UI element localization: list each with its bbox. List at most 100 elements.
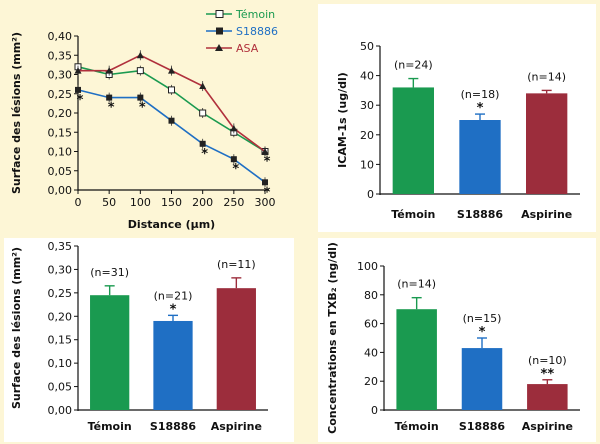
x-tick-label: 50	[102, 196, 116, 209]
line-chart: 0,00 0,05 0,10 0,15 0,20 0,25 0,30 0,35 0,40 0 50 1…	[10, 8, 278, 231]
y-tick-label: 0,30	[48, 263, 73, 276]
data-point	[230, 156, 237, 163]
bar-2	[216, 288, 256, 410]
x-tick-label: 200	[192, 196, 213, 209]
y-tick-label: 0	[371, 404, 378, 417]
y-tick-label: 60	[364, 318, 378, 331]
y-tick-label: 0,25	[48, 88, 73, 101]
bar-0	[396, 309, 437, 410]
x-tick-label: 300	[255, 196, 276, 209]
data-point	[74, 67, 82, 74]
significance-star: *	[201, 147, 208, 162]
data-point	[168, 67, 175, 74]
n-label: (n=11)	[217, 258, 256, 271]
bar-2	[527, 384, 568, 410]
category-label-1: S18886	[459, 420, 506, 433]
significance-star: *	[264, 155, 271, 170]
y-tick-label: 0,40	[48, 30, 73, 43]
n-label: (n=14)	[527, 70, 566, 83]
y-tick-label: 100	[357, 260, 378, 273]
significance-star: *	[477, 101, 484, 116]
y-tick-label: 80	[364, 289, 378, 302]
y-tick-label: 0,05	[48, 165, 73, 178]
y-tick-label: 20	[364, 375, 378, 388]
data-point	[106, 94, 113, 101]
legend-label-1: S18886	[236, 25, 278, 38]
panel-tl	[4, 4, 294, 232]
data-point	[199, 140, 206, 147]
bar-0	[392, 87, 434, 194]
data-point	[137, 94, 144, 101]
significance-star: *	[139, 101, 146, 116]
significance-star: *	[232, 162, 239, 177]
data-point	[261, 148, 269, 155]
y-tick-label: 0,20	[48, 107, 73, 120]
n-label: (n=15)	[463, 312, 502, 325]
legend-marker	[216, 27, 223, 35]
category-label-0: Témoin	[395, 420, 439, 433]
category-label-0: Témoin	[391, 208, 435, 221]
data-point	[199, 109, 207, 117]
bar-1	[461, 348, 503, 410]
y-tick-label: 30	[360, 99, 374, 112]
y-axis-label: ICAM-1s (ug/dl)	[336, 72, 349, 168]
bar-0	[90, 295, 130, 410]
y-tick-label: 40	[360, 70, 374, 83]
bar-1	[153, 320, 193, 410]
y-tick-label: 0,10	[48, 357, 73, 370]
n-label: (n=21)	[154, 289, 193, 302]
n-label: (n=10)	[528, 354, 567, 367]
y-tick-label: 20	[360, 129, 374, 142]
lesion-bar-chart: 0,00 0,05 0,10 0,15 0,20 0,25 0,30 0,35 Surface …	[10, 240, 268, 433]
y-tick-label: 10	[360, 158, 374, 171]
y-tick-label: 0,30	[48, 69, 73, 82]
legend-label-2: ASA	[236, 42, 259, 55]
significance-star: *	[108, 101, 115, 116]
data-point	[199, 82, 207, 90]
x-axis-label: Distance (µm)	[128, 218, 215, 231]
txb2-bar-chart: 0 20 40 60 80 100 Concentrations en TXB₂ (ng/d…	[326, 242, 580, 434]
bar-2	[526, 93, 568, 194]
y-tick-label: 0,15	[48, 126, 73, 139]
data-point	[136, 51, 144, 59]
y-tick-label: 0,10	[48, 146, 73, 159]
data-point	[168, 86, 175, 94]
y-tick-label: 0,25	[48, 287, 73, 300]
x-tick-label: 250	[223, 196, 244, 209]
data-point	[230, 124, 238, 132]
category-label-1: S18886	[150, 420, 197, 433]
category-label-2: Aspirine	[211, 420, 262, 433]
data-point	[105, 67, 113, 74]
y-axis-label: Surface des lésions (mm²)	[10, 32, 23, 194]
significance-star: *	[170, 302, 177, 317]
n-label: (n=14)	[397, 278, 436, 291]
y-tick-label: 40	[364, 346, 378, 359]
legend-marker	[215, 44, 223, 51]
n-label: (n=24)	[394, 59, 433, 72]
significance-star: *	[479, 325, 486, 340]
y-axis-label: Concentrations en TXB₂ (ng/dl)	[326, 242, 339, 434]
n-label: (n=31)	[90, 266, 129, 279]
n-label: (n=18)	[461, 88, 500, 101]
y-tick-label: 0,00	[48, 404, 73, 417]
x-tick-label: 100	[130, 196, 151, 209]
legend-label-0: Témoin	[235, 8, 275, 21]
y-tick-label: 50	[360, 40, 374, 53]
data-point	[136, 67, 144, 75]
y-tick-label: 0,20	[48, 310, 73, 323]
data-point	[75, 86, 81, 93]
significance-star: **	[541, 367, 555, 382]
significance-star: *	[264, 185, 271, 200]
significance-star: *	[77, 93, 84, 108]
x-tick-label: 0	[75, 196, 82, 209]
y-tick-label: 0,05	[48, 381, 73, 394]
y-tick-label: 0	[367, 188, 374, 201]
y-tick-label: 0,35	[48, 49, 73, 62]
category-label-0: Témoin	[88, 420, 132, 433]
legend-marker	[215, 10, 224, 18]
y-tick-label: 0,35	[48, 240, 73, 253]
y-axis-label: Surface des lésions (mm²)	[10, 247, 23, 409]
y-tick-label: 0,15	[48, 334, 73, 347]
